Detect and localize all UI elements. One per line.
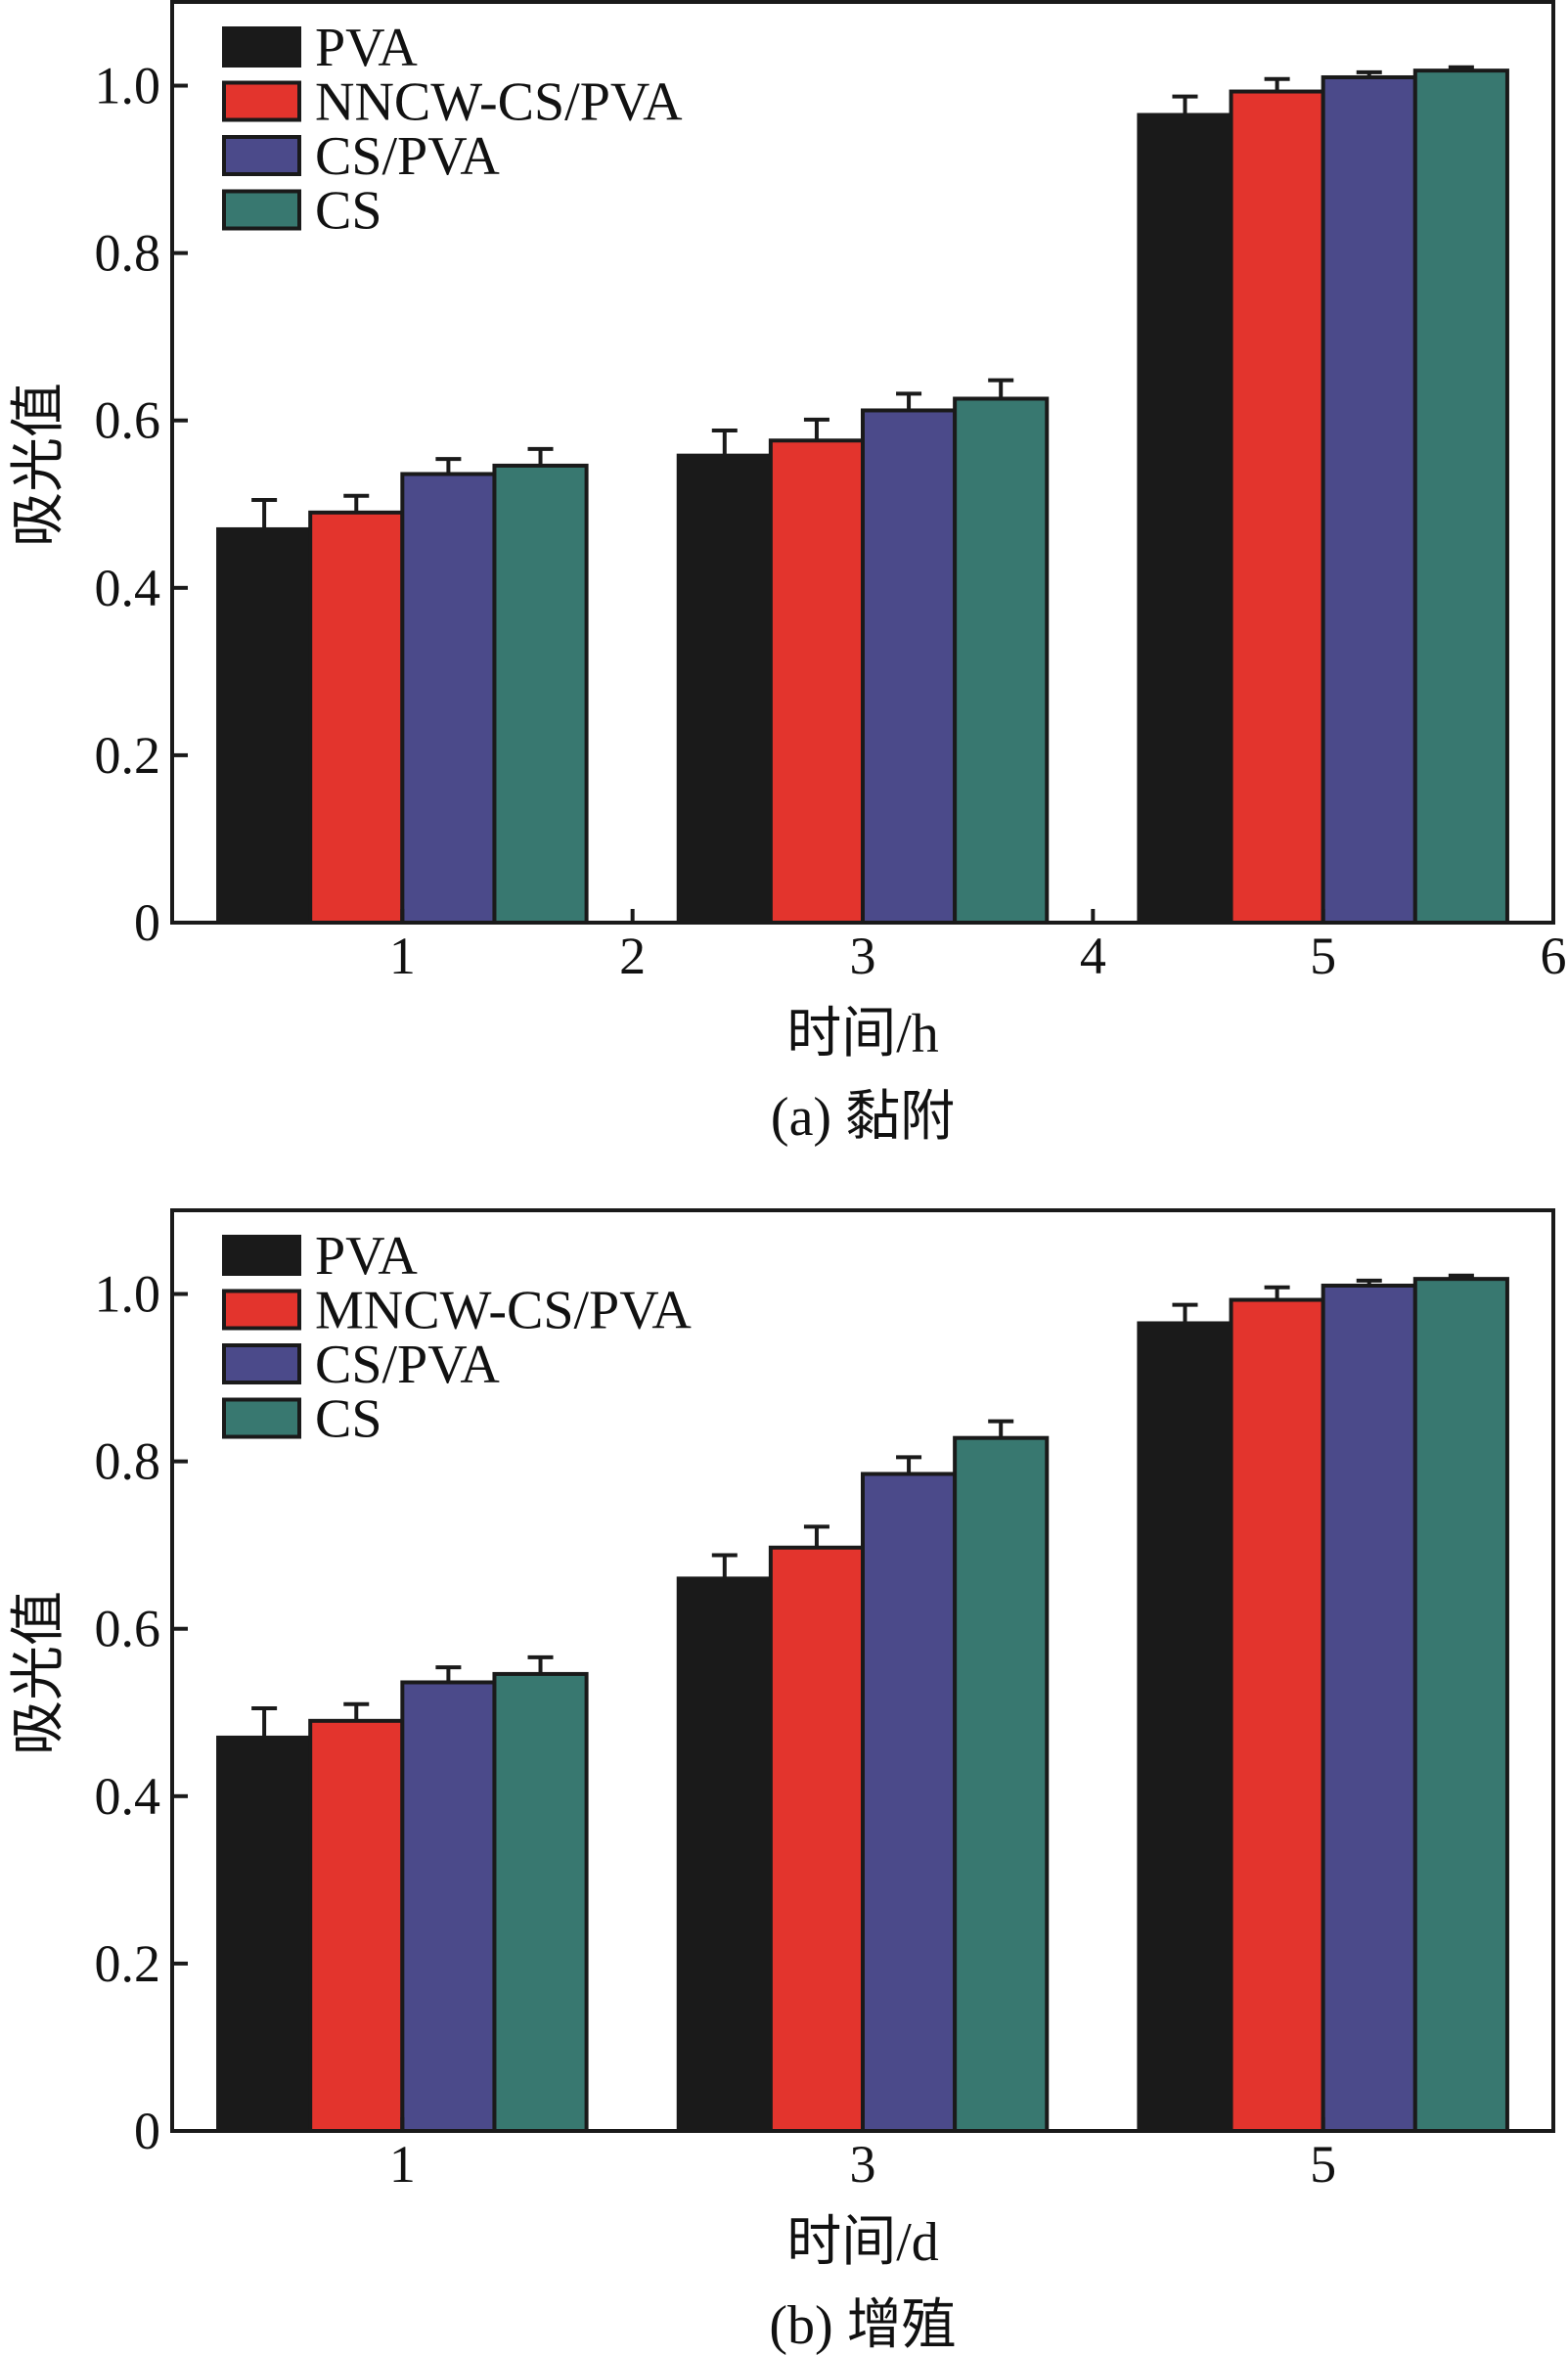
legend-label: CS/PVA [315,1335,500,1395]
y-tick-label: 0.8 [95,1432,161,1491]
y-tick-label: 0.8 [95,224,161,283]
legend-label: PVA [315,1226,418,1287]
panel-caption: (b) 增殖 [769,2295,956,2356]
bar-pva-1 [676,453,773,925]
x-tick-label: 4 [1080,927,1106,985]
x-tick-label: 3 [850,927,876,985]
legend-swatch [222,26,301,68]
y-tick-label: 0.4 [95,559,161,617]
chart-panel-b: 0 0.2 0.4 0.6 0.8 1.0 1 3 5 时间/d 吸光值 (b) 增殖 PVAMNCW-… [9,1208,1555,2356]
y-tick-label: 0.2 [95,1934,161,1993]
bar-cs-2 [1412,1277,1509,2133]
bar-cs-0 [492,463,589,925]
bar-mncw-cs-pva-2 [1229,1297,1325,2134]
x-axis-label: 时间/h [786,1004,939,1065]
panel-caption: (a) 黏附 [771,1087,955,1148]
y-tick-label: 0.6 [95,1600,161,1658]
bar-cs-pva-0 [400,1680,497,2133]
y-axis-label: 吸光值 [9,383,69,547]
bar-mncw-cs-pva-1 [768,1545,865,2133]
x-tick-label: 5 [1310,927,1336,985]
legend-swatch [222,1289,301,1331]
bar-cs-2 [1412,68,1509,925]
bar-nncw-cs-pva-1 [768,438,865,925]
bar-cs-0 [492,1671,589,2134]
bar-nncw-cs-pva-2 [1229,89,1325,926]
bar-cs-pva-0 [400,472,497,925]
bar-pva-1 [676,1576,773,2133]
y-tick-label: 0.4 [95,1767,161,1826]
legend-swatch [222,1343,301,1384]
y-tick-label: 1.0 [95,1265,161,1324]
legend-label: MNCW-CS/PVA [315,1281,692,1341]
legend-swatch [222,1397,301,1439]
chart-panel-a: 0 0.2 0.4 0.6 0.8 1.0 1 2 3 4 5 6 时间/h 吸光值 (a) 黏附 PVANN… [9,0,1567,1148]
x-tick-label: 5 [1310,2135,1336,2194]
legend-label: PVA [315,18,418,78]
legend-label: CS [315,181,382,242]
x-tick-label: 3 [850,2135,876,2194]
y-tick-label: 0 [134,893,160,952]
y-tick-label: 0.6 [95,391,161,450]
y-tick-label: 1.0 [95,57,161,115]
bar-cs-pva-1 [861,408,958,926]
legend-swatch [222,135,301,176]
bar-nncw-cs-pva-0 [308,510,405,925]
x-tick-label: 1 [389,2135,416,2194]
bar-cs-pva-1 [861,1472,958,2133]
y-axis-label: 吸光值 [9,1591,69,1755]
x-tick-label: 6 [1541,927,1567,985]
legend-label: CS [315,1389,382,1450]
bar-pva-0 [216,1735,313,2134]
bar-pva-0 [216,526,313,925]
legend-label: CS/PVA [315,126,500,187]
bar-pva-2 [1137,1321,1233,2133]
bar-cs-1 [953,396,1050,925]
bar-cs-pva-2 [1321,1283,1417,2134]
x-axis-label: 时间/d [786,2212,939,2273]
x-tick-label: 2 [619,927,646,985]
y-tick-label: 0 [134,2102,160,2160]
legend-swatch [222,189,301,231]
bar-mncw-cs-pva-0 [308,1718,405,2133]
y-tick-label: 0.2 [95,726,161,785]
x-tick-label: 1 [389,927,416,985]
bar-cs-1 [953,1435,1050,2133]
legend-swatch [222,1235,301,1276]
legend-swatch [222,80,301,122]
bar-cs-pva-2 [1321,74,1417,925]
bar-pva-2 [1137,113,1233,925]
legend-label: NNCW-CS/PVA [315,72,683,133]
